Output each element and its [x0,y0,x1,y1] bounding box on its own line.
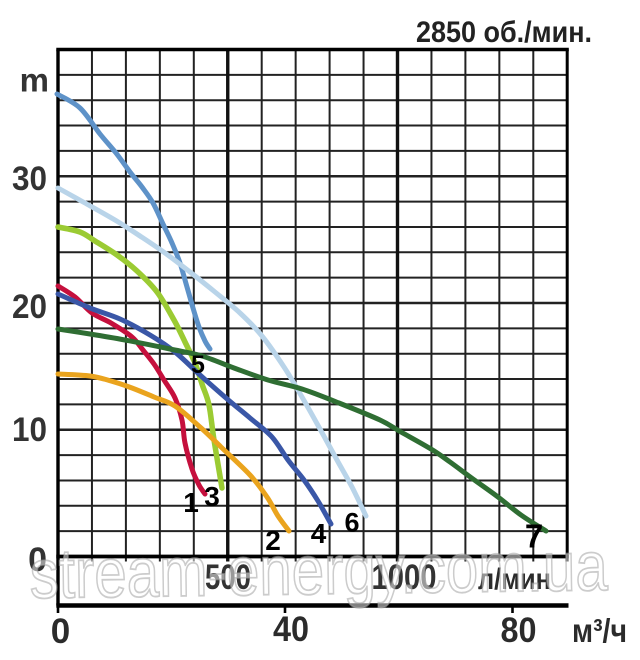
svg-text:0: 0 [28,541,47,579]
svg-text:500: 500 [205,558,251,597]
svg-text:40: 40 [273,610,309,649]
svg-text:3: 3 [204,481,220,512]
svg-text:20: 20 [12,288,47,326]
svg-text:0: 0 [51,612,70,651]
svg-text:м³/ч: м³/ч [572,612,627,649]
svg-text:4: 4 [311,518,327,549]
svg-text:m: m [20,62,49,99]
svg-text:1000: 1000 [372,558,437,597]
svg-text:л/мин: л/мин [478,563,551,596]
svg-text:stream-energy.com.ua: stream-energy.com.ua [29,527,608,613]
svg-text:80: 80 [501,611,537,650]
svg-text:2850 об./мин.: 2850 об./мин. [416,16,592,49]
svg-text:2: 2 [265,525,281,556]
svg-text:30: 30 [12,160,47,198]
svg-text:1: 1 [183,487,199,518]
svg-text:5: 5 [191,351,205,379]
svg-text:10: 10 [12,411,47,449]
svg-text:7: 7 [525,518,543,555]
svg-text:6: 6 [344,508,359,538]
